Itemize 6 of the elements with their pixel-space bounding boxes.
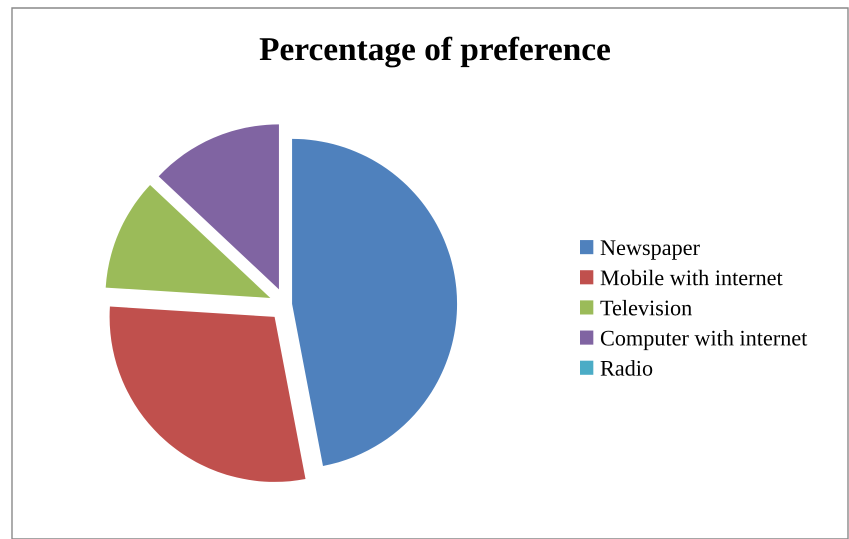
legend-label: Mobile with internet bbox=[600, 270, 783, 286]
legend-label: Television bbox=[600, 300, 692, 316]
legend-label: Computer with internet bbox=[600, 330, 808, 350]
chart-title: Percentage of preference bbox=[260, 36, 610, 68]
legend-label: Newspaper bbox=[600, 240, 700, 260]
legend-label: Radio bbox=[600, 360, 652, 376]
